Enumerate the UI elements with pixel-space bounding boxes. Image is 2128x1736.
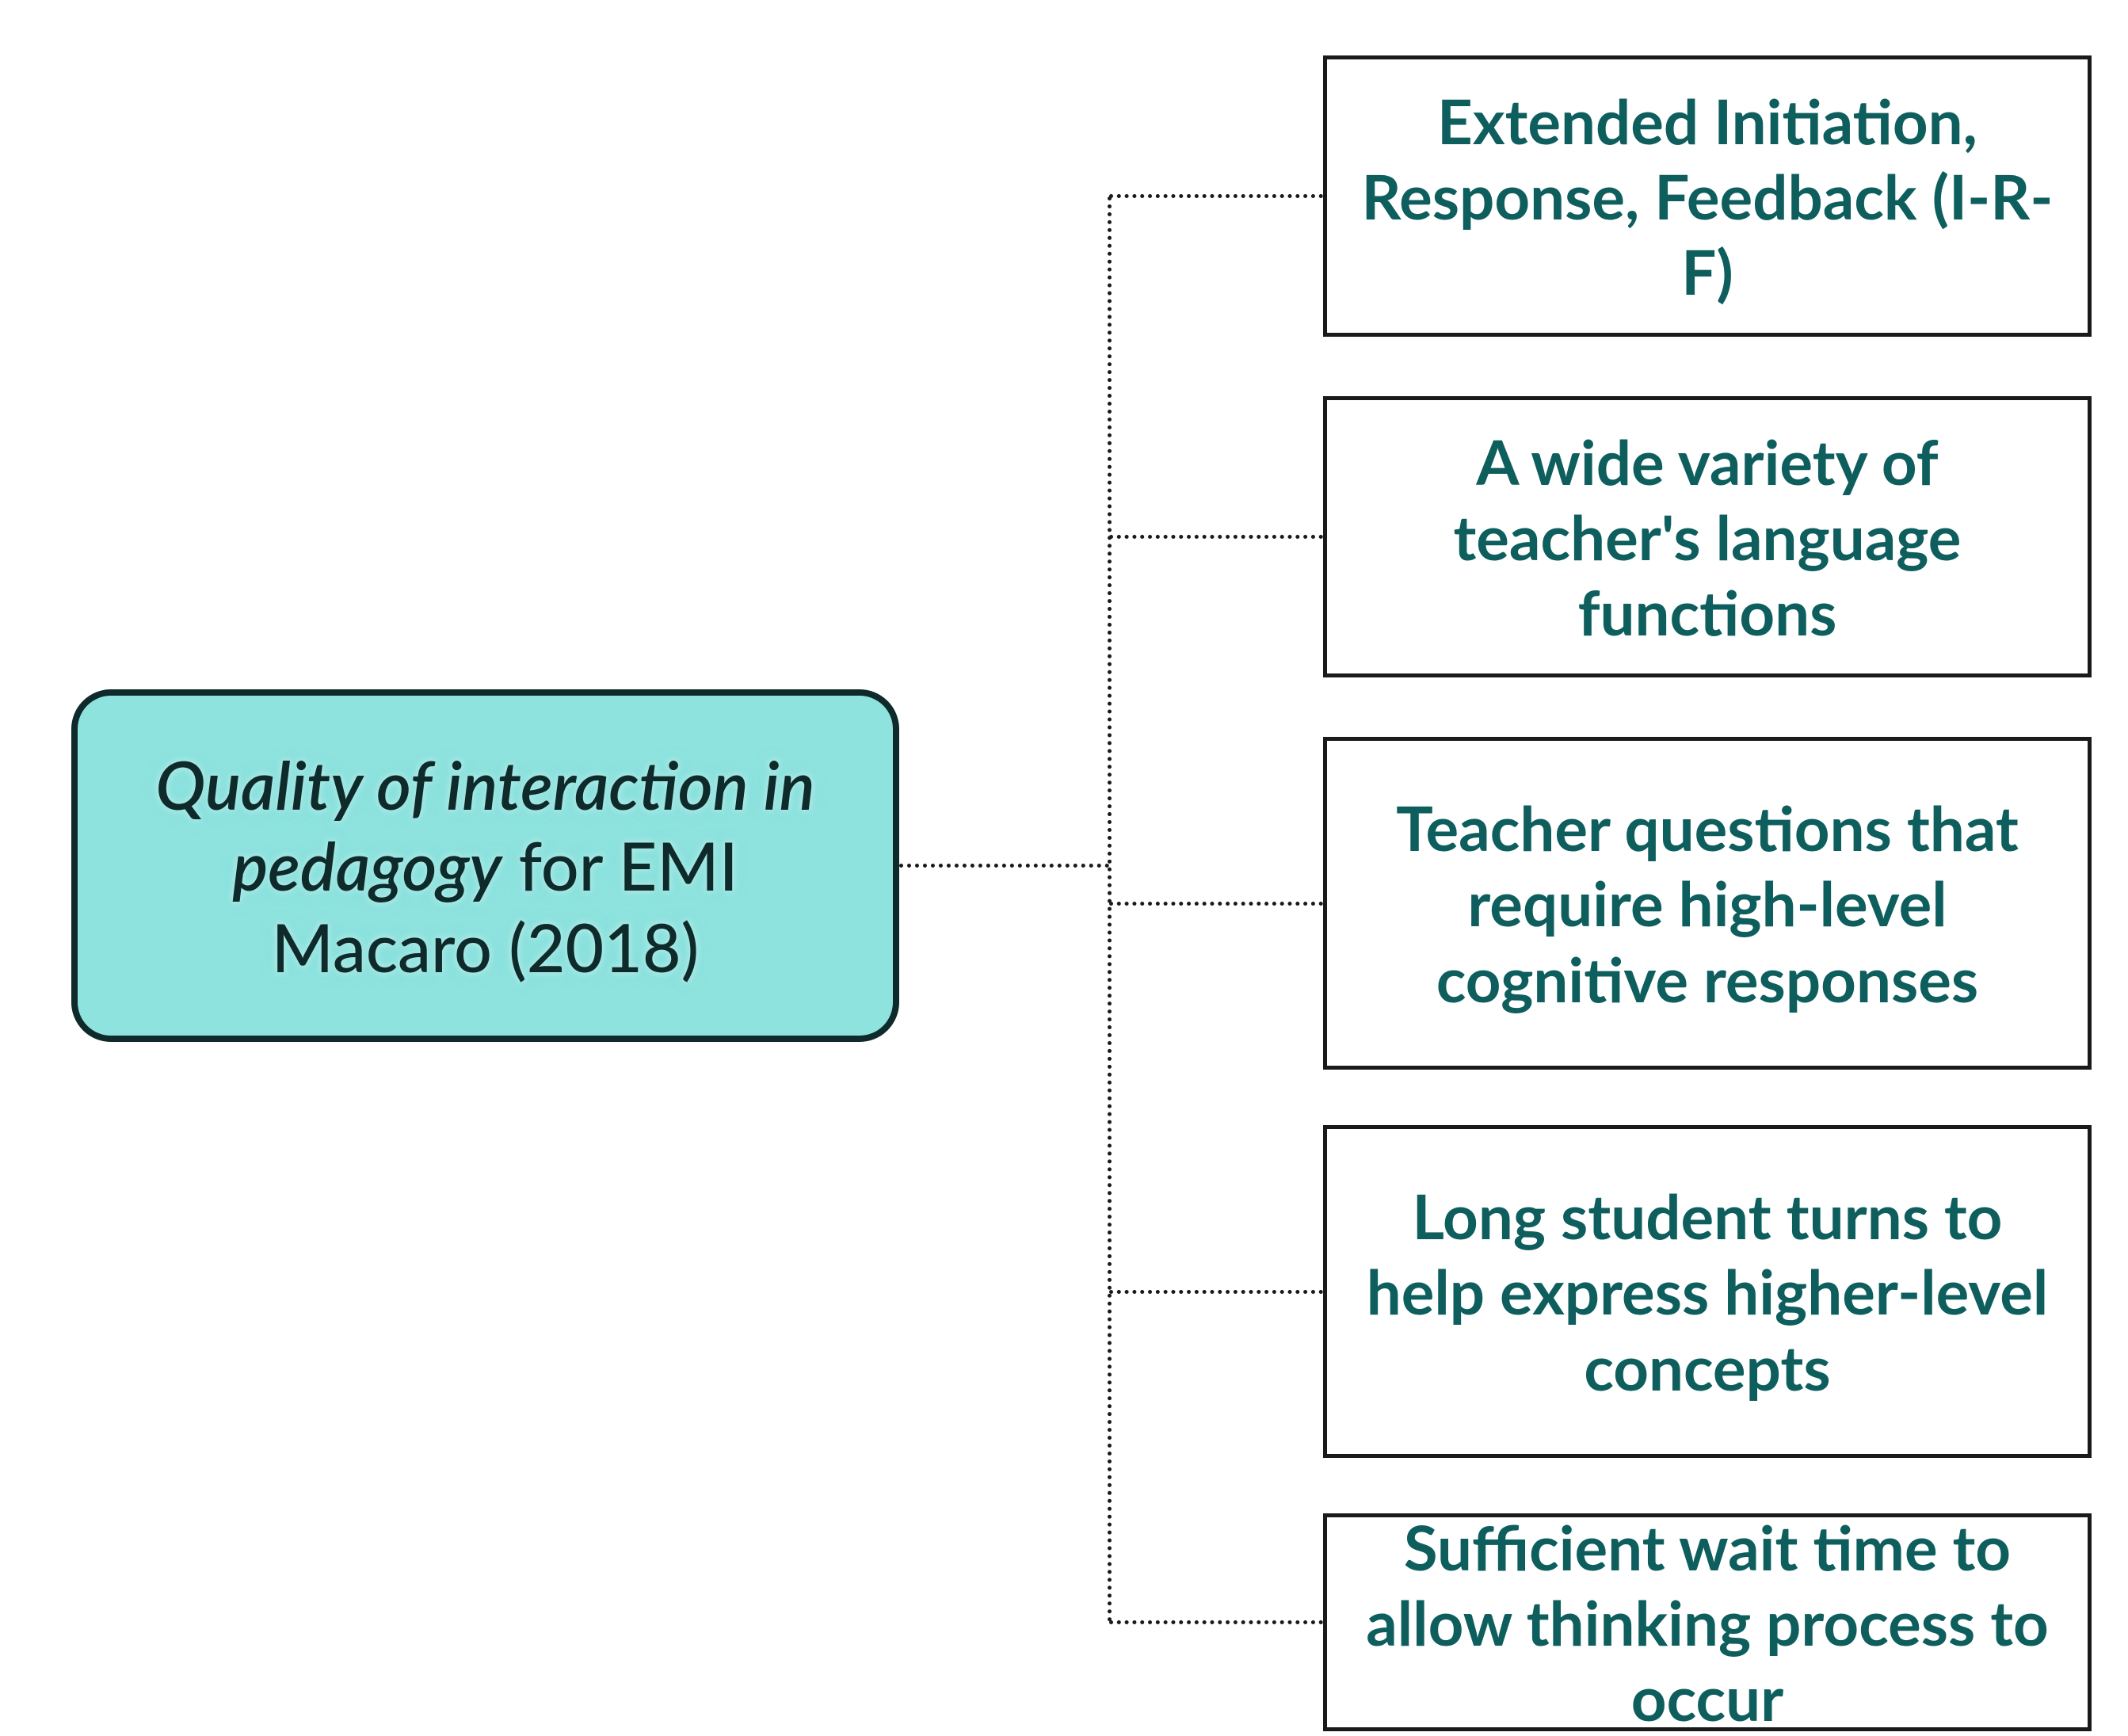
connector-spine (1108, 196, 1112, 1623)
connector-branch-irf (1109, 194, 1323, 198)
child-label-turns: Long student turns to help express highe… (1359, 1178, 2056, 1404)
root-node-label: Quality of interaction in pedagogy for E… (117, 744, 853, 987)
child-label-variety: A wide variety of teacher's language fun… (1359, 424, 2056, 650)
child-node-questions: Teacher questions that require high-leve… (1323, 737, 2092, 1070)
root-node: Quality of interaction in pedagogy for E… (71, 689, 899, 1042)
diagram-canvas: Quality of interaction in pedagogy for E… (0, 0, 2128, 1736)
connector-branch-variety (1109, 535, 1323, 539)
child-label-wait: Sufficient wait time to allow thinking p… (1359, 1509, 2056, 1735)
connector-branch-questions (1109, 902, 1323, 906)
child-label-questions: Teacher questions that require high-leve… (1359, 790, 2056, 1016)
child-node-turns: Long student turns to help express highe… (1323, 1125, 2092, 1458)
child-node-variety: A wide variety of teacher's language fun… (1323, 396, 2092, 677)
child-label-irf: Extended Initiation, Response, Feedback … (1359, 83, 2056, 309)
child-node-wait: Sufficient wait time to allow thinking p… (1323, 1513, 2092, 1731)
child-node-irf: Extended Initiation, Response, Feedback … (1323, 55, 2092, 337)
connector-trunk (899, 864, 1109, 868)
connector-branch-wait (1109, 1620, 1323, 1624)
connector-branch-turns (1109, 1290, 1323, 1294)
